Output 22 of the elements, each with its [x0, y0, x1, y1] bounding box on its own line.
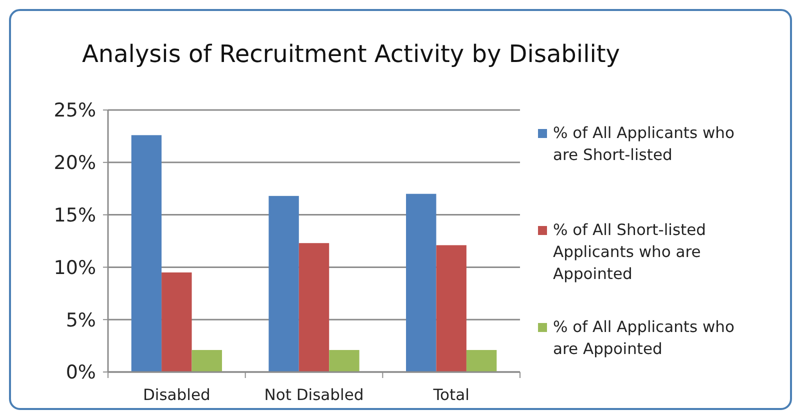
y-tick-label: 10%	[54, 256, 96, 279]
chart-title: Analysis of Recruitment Activity by Disability	[82, 40, 620, 68]
x-tick-label: Disabled	[142, 386, 210, 404]
y-tick-label: 15%	[54, 204, 96, 226]
y-tick-label: 25%	[54, 100, 96, 122]
y-tick-label: 5%	[66, 309, 96, 332]
y-tick-label: 20%	[54, 152, 96, 174]
legend-label: % of All Applicants who are Appointed	[553, 318, 734, 358]
x-tick-label: Not Disabled	[264, 386, 364, 404]
bar	[298, 243, 330, 372]
x-tick-label: Total	[432, 386, 470, 404]
bar	[162, 272, 192, 372]
y-tick-label: 0%	[66, 362, 96, 384]
bar	[466, 350, 497, 372]
bar	[192, 350, 222, 372]
bar	[406, 194, 436, 372]
bar	[436, 245, 466, 372]
bar	[329, 350, 360, 372]
bar	[131, 135, 162, 372]
bar	[268, 196, 299, 372]
legend-label: % of All Short-listed Applicants who are Appointed	[553, 221, 706, 283]
legend-label: % of All Applicants who are Short-listed	[553, 124, 734, 164]
